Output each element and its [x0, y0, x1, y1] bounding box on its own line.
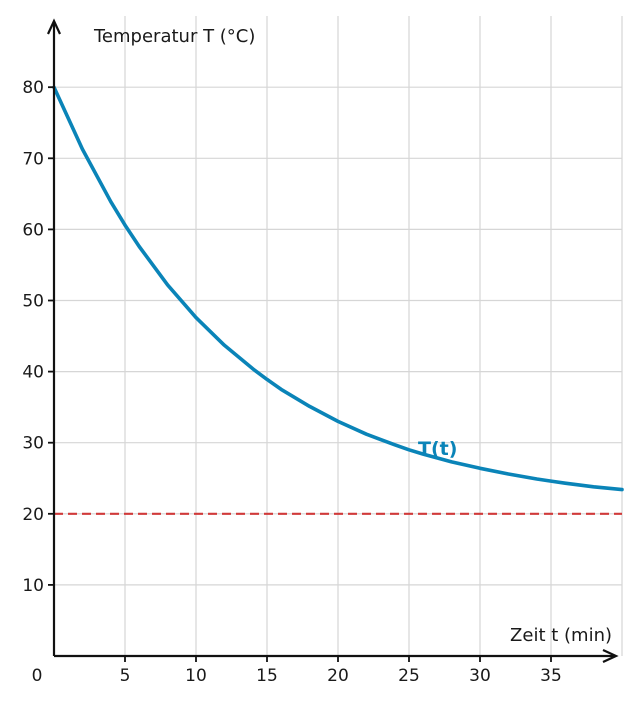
curve-label: T(t) — [418, 438, 457, 460]
y-tick-label: 40 — [22, 363, 44, 383]
x-axis-arrow — [602, 649, 619, 663]
y-axis-arrow — [47, 18, 61, 35]
y-tick-label: 80 — [22, 78, 44, 98]
y-tick-label: 60 — [22, 220, 44, 240]
y-tick-label: 10 — [22, 576, 44, 596]
y-tick-label: 20 — [22, 505, 44, 525]
x-tick-label: 20 — [327, 666, 349, 686]
tick-labels: 10 20 30 40 50 60 70 80 0 5 10 15 20 25 30 35 — [22, 78, 561, 686]
grid — [54, 16, 623, 656]
x-tick-label: 30 — [469, 666, 491, 686]
y-tick-label: 70 — [22, 149, 44, 169]
x-tick-label: 5 — [120, 666, 131, 686]
y-tick-label: 30 — [22, 434, 44, 454]
axes — [47, 18, 619, 663]
temperature-curve — [52, 85, 624, 492]
x-tick-label: 35 — [540, 666, 562, 686]
origin-label: 0 — [32, 666, 43, 686]
x-tick-label: 25 — [398, 666, 420, 686]
x-tick-label: 10 — [185, 666, 207, 686]
x-axis-label: Zeit t (min) — [510, 625, 612, 646]
x-tick-label: 15 — [256, 666, 278, 686]
curve-layer — [52, 85, 624, 492]
y-tick-label: 50 — [22, 292, 44, 312]
y-axis-label: Temperatur T (°C) — [93, 26, 255, 47]
